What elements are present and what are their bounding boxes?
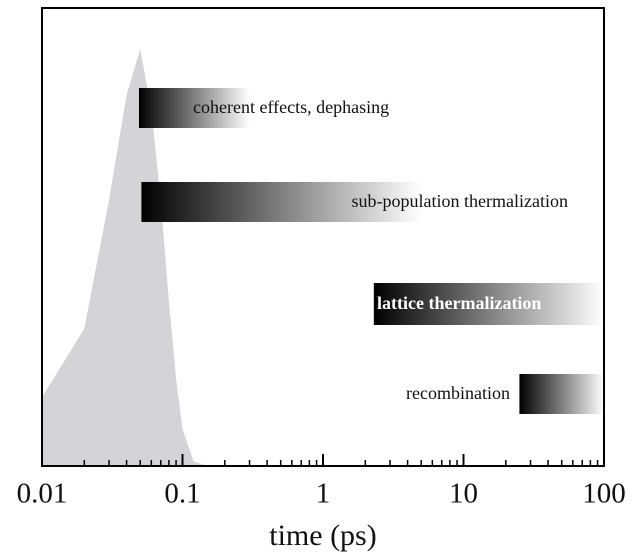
bar-label: coherent effects, dephasing bbox=[193, 97, 389, 117]
bar-label: sub-population thermalization bbox=[352, 191, 568, 211]
bar-label: recombination bbox=[406, 383, 510, 403]
x-tick-label: 1 bbox=[316, 478, 331, 510]
timescale-bar bbox=[138, 88, 250, 128]
x-tick-label: 10 bbox=[449, 478, 478, 510]
x-tick-label: 100 bbox=[582, 478, 626, 510]
x-tick-label: 0.01 bbox=[17, 478, 68, 510]
pulse-area bbox=[42, 49, 208, 466]
x-axis-label: time (ps) bbox=[269, 519, 376, 552]
timescale-bar bbox=[141, 182, 422, 222]
timescale-bar bbox=[373, 283, 604, 325]
bar-label: lattice thermalization bbox=[377, 293, 541, 313]
timescale-bar bbox=[519, 374, 604, 414]
x-tick-label: 0.1 bbox=[164, 478, 200, 510]
